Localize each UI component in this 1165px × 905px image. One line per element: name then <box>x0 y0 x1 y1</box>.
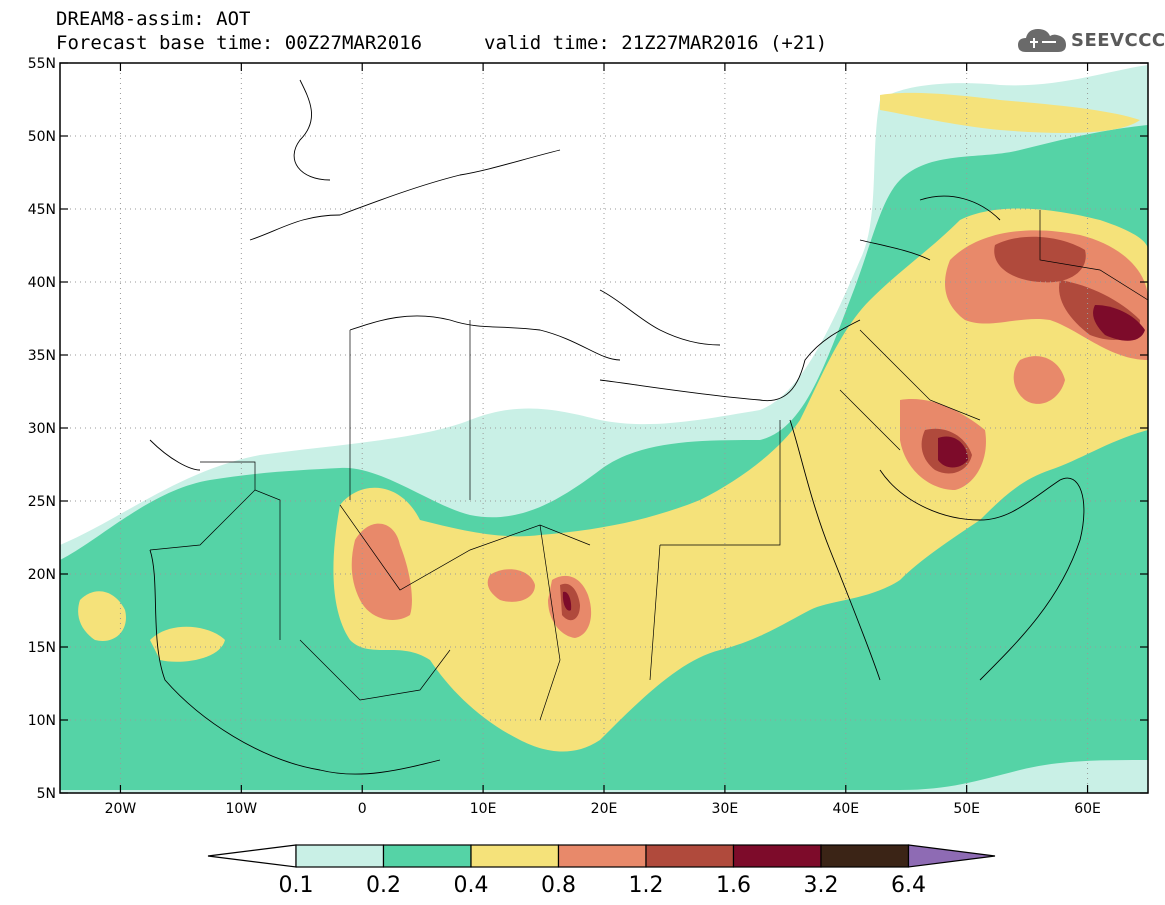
colorbar-box <box>820 844 910 868</box>
logo-text: SEEVCCC <box>1071 30 1165 51</box>
graticule <box>60 63 1148 793</box>
lat-label: 45N <box>28 202 56 218</box>
lon-label: 20E <box>591 801 618 817</box>
coastlines <box>149 79 1085 775</box>
longitude-axis: 20W 10W 0 10E 20E 30E 40E 50E 60E <box>105 63 1101 817</box>
colorbar-box <box>295 844 385 868</box>
lat-label: 10N <box>28 713 56 729</box>
colorbar-label: 1.6 <box>716 873 751 898</box>
colorbar-label: 0.4 <box>454 873 489 898</box>
colorbar-label: 0.8 <box>541 873 576 898</box>
lon-label: 10E <box>470 801 497 817</box>
aot-band-0.4 <box>78 92 1148 752</box>
lat-label: 35N <box>28 348 56 364</box>
colorbar-label: 3.2 <box>804 873 839 898</box>
latitude-axis: 55N 50N 45N 40N 35N 30N 25N 20N 15N 10N 5N <box>28 56 1148 802</box>
colorbar-label: 0.1 <box>279 873 314 898</box>
aot-band-0.2 <box>60 125 1148 790</box>
seevccc-logo: SEEVCCC <box>1016 24 1165 58</box>
colorbar-label: 1.2 <box>629 873 664 898</box>
colorbar-label: 0.2 <box>366 873 401 898</box>
lon-label: 40E <box>832 801 859 817</box>
cloud-icon <box>1018 29 1066 52</box>
lat-label: 50N <box>28 129 56 145</box>
colorbar-arrow-high <box>907 844 996 868</box>
colorbar-arrow-low <box>207 844 297 868</box>
colorbar-label: 6.4 <box>891 873 926 898</box>
lon-label: 10W <box>225 801 257 817</box>
colorbar-box <box>557 844 647 868</box>
lat-label: 25N <box>28 494 56 510</box>
colorbar-box <box>382 844 472 868</box>
lat-label: 20N <box>28 567 56 583</box>
aot-band-1.6 <box>562 305 1145 611</box>
lon-label: 30E <box>712 801 739 817</box>
lon-label: 0 <box>358 801 367 817</box>
lat-label: 15N <box>28 640 56 656</box>
country-borders <box>149 210 1148 721</box>
map-title: DREAM8-assim: AOT <box>56 8 251 30</box>
lat-label: 5N <box>37 786 56 802</box>
colorbar: 0.1 0.2 0.4 0.8 1.2 1.6 3.2 6.4 <box>207 844 996 898</box>
colorbar-box <box>732 844 822 868</box>
valid-time: valid time: 21Z27MAR2016 (+21) <box>484 32 828 54</box>
lon-label: 20W <box>105 801 137 817</box>
lon-label: 60E <box>1074 801 1101 817</box>
colorbar-box <box>645 844 735 868</box>
colorbar-box <box>470 844 560 868</box>
lon-label: 50E <box>953 801 980 817</box>
lat-label: 55N <box>28 56 56 72</box>
forecast-base-time: Forecast base time: 00Z27MAR2016 <box>56 32 423 54</box>
lat-label: 40N <box>28 275 56 291</box>
lat-label: 30N <box>28 421 56 437</box>
